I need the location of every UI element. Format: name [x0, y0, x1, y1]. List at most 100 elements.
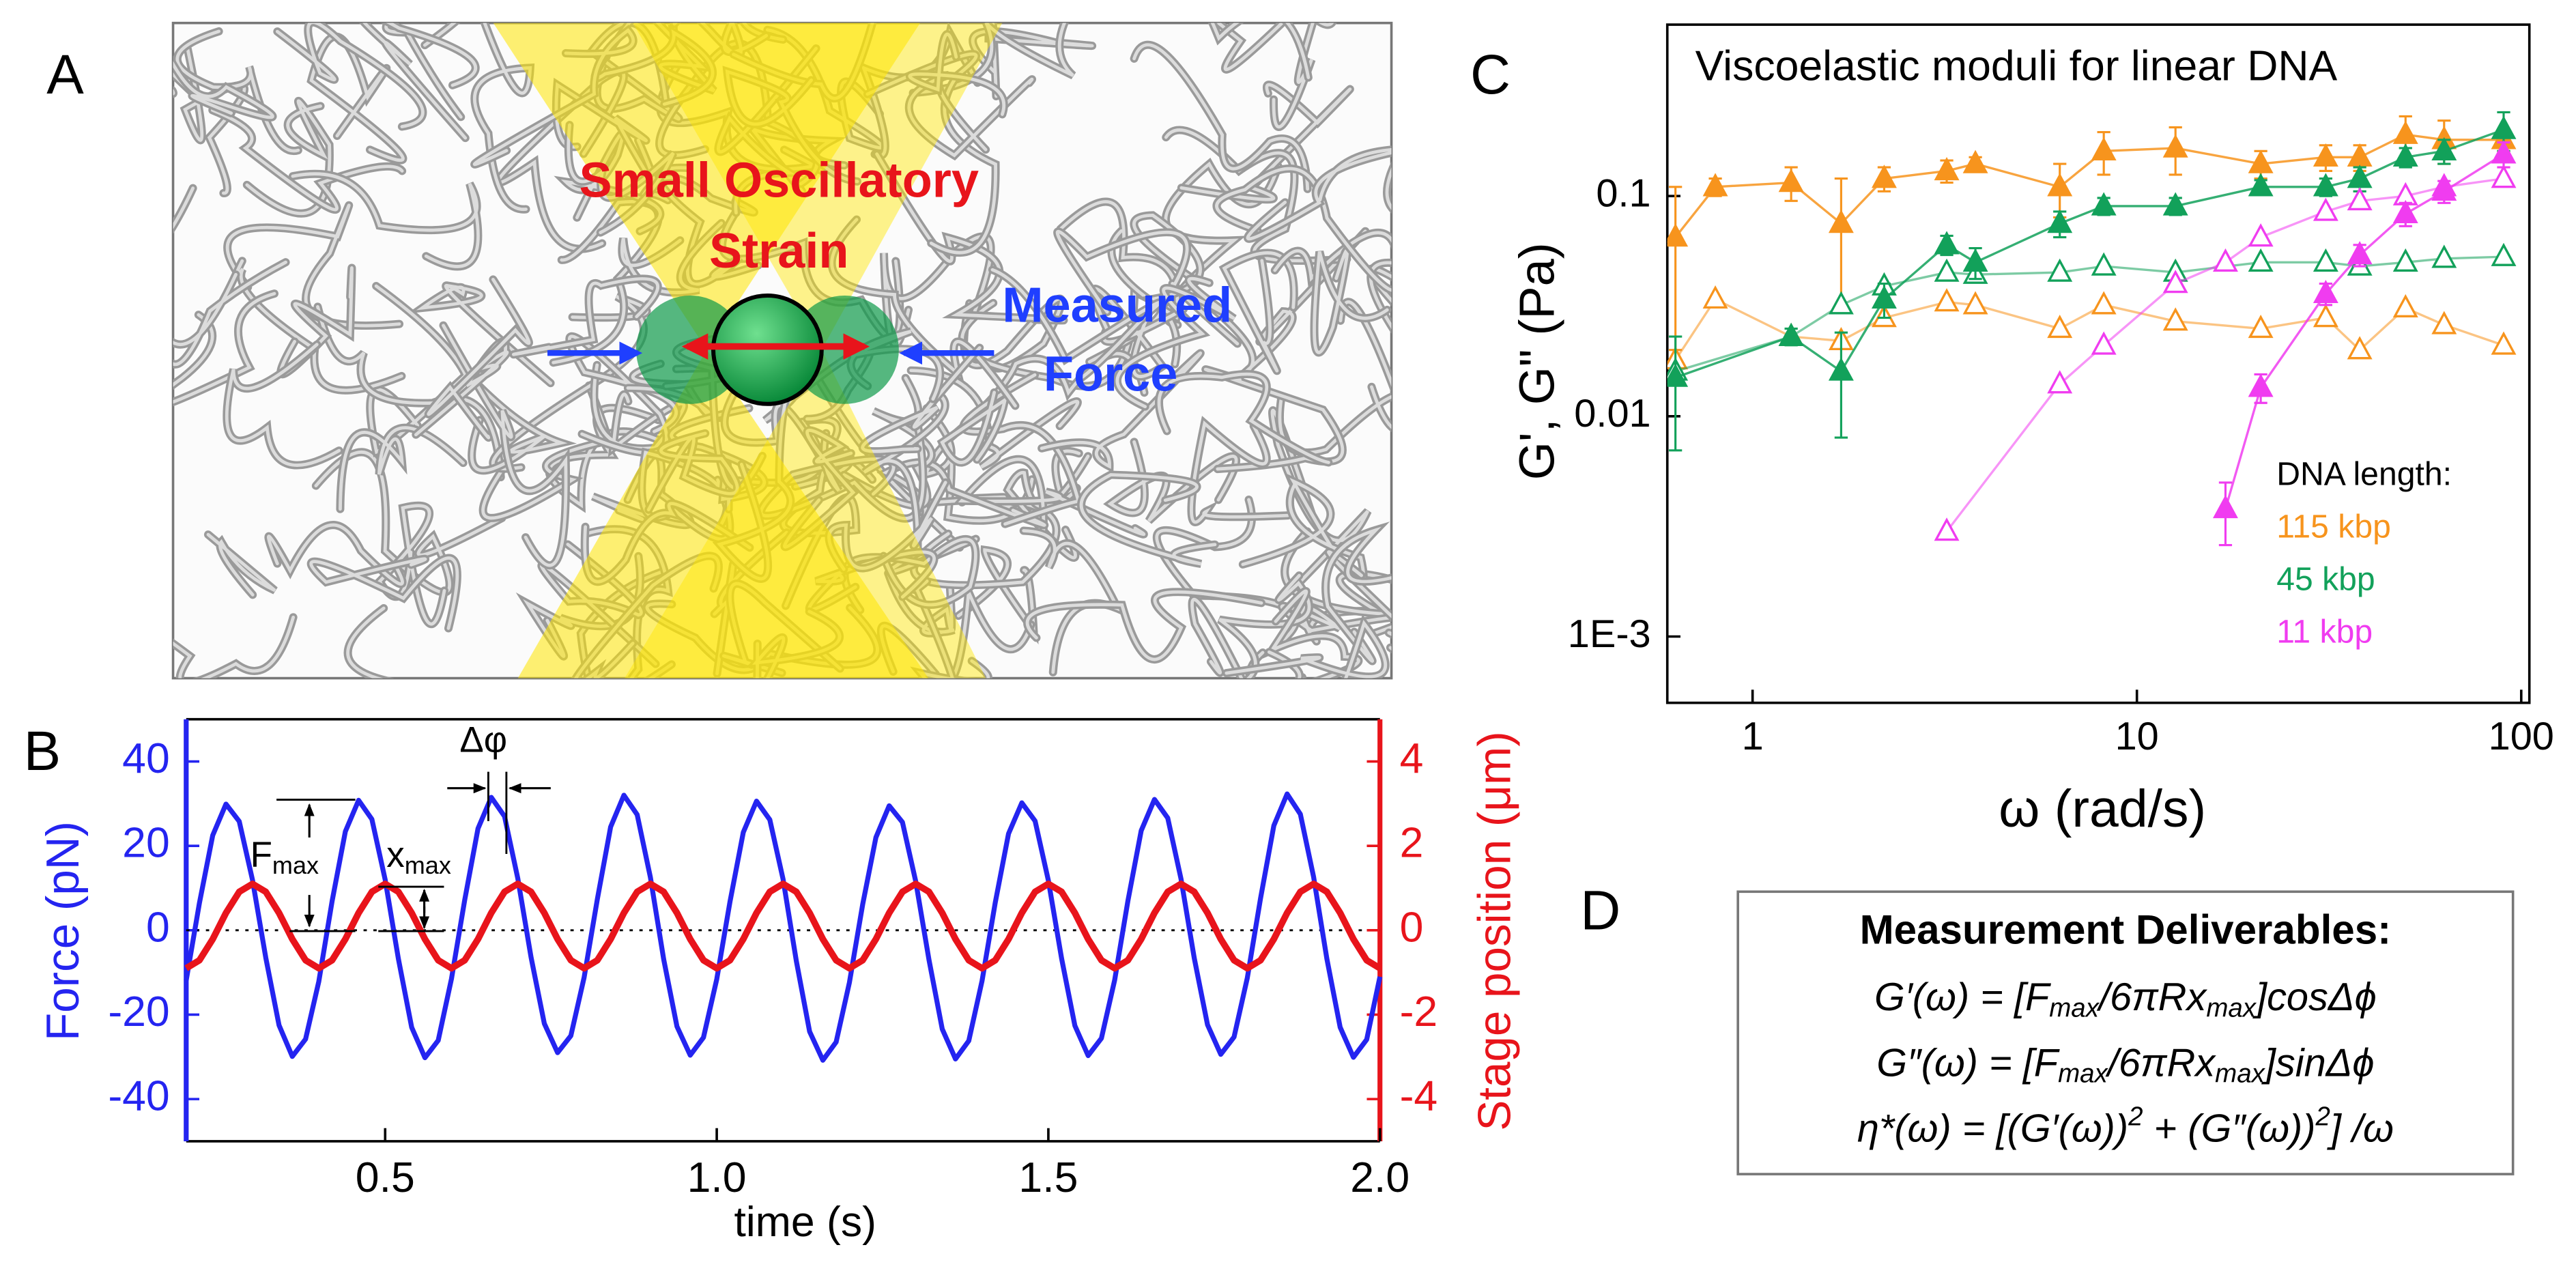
dna-strand-highlight — [1215, 167, 1392, 292]
dna-strand-highlight — [911, 23, 1074, 95]
marker-open — [1702, 285, 1728, 309]
marker-filled — [1934, 231, 1960, 255]
dna-strand-highlight — [865, 52, 997, 255]
marker-open — [2431, 311, 2457, 334]
panel-label: B — [24, 720, 61, 782]
dna-strand-highlight — [1368, 267, 1392, 303]
equation-part: /6πRx — [2105, 1042, 2216, 1085]
equation-part: max — [2215, 1059, 2265, 1089]
legend-entry: 45 kbp — [2276, 560, 2375, 597]
equation-part: max — [2049, 994, 2100, 1023]
dna-strand-highlight — [225, 343, 341, 467]
dna-strand-highlight — [1040, 352, 1203, 470]
x-axis-label: time (s) — [734, 1198, 876, 1246]
equation-part: ]sinΔϕ — [2261, 1042, 2375, 1085]
marker-open — [2347, 336, 2373, 360]
plot-area — [1667, 111, 2517, 547]
plot-frame — [1665, 23, 2531, 704]
marker-open — [2091, 291, 2117, 315]
y-tick-label: 0 — [146, 903, 170, 951]
annotation-subscript: max — [405, 851, 451, 879]
laser-cones — [493, 23, 1003, 679]
force-label: Measured — [1002, 278, 1232, 332]
marker-open — [2313, 197, 2338, 221]
marker-filled — [2392, 143, 2418, 167]
dna-strand — [173, 184, 197, 234]
y-tick-label: 1E-3 — [1568, 612, 1651, 656]
dna-strand-highlight — [309, 556, 459, 630]
dna-strand-highlight — [173, 260, 287, 367]
marker-open — [2091, 331, 2117, 355]
marker-filled — [2162, 134, 2188, 158]
marker-open — [2047, 370, 2073, 394]
equation-part: max — [2206, 994, 2257, 1023]
dna-strand-highlight — [470, 378, 568, 472]
marker-filled — [2047, 173, 2073, 197]
dna-strand-highlight — [173, 89, 175, 96]
marker-filled — [1828, 357, 1854, 381]
marker-open — [2491, 165, 2517, 188]
marker-filled — [2392, 199, 2418, 223]
panel-label: A — [46, 44, 84, 106]
marker-open — [2392, 248, 2418, 272]
deliverables-box — [1736, 890, 2515, 1175]
dna-strand-highlight — [940, 390, 1007, 464]
data-line — [1674, 298, 2504, 361]
equation-part: max — [2058, 1059, 2108, 1089]
laser-cone — [493, 23, 929, 679]
dna-strand-highlight — [245, 99, 332, 216]
marker-open — [2248, 248, 2274, 272]
dna-strand-highlight — [346, 606, 386, 679]
dna-strand — [173, 68, 200, 100]
marker-open — [2047, 315, 2073, 339]
marker-open — [2392, 294, 2418, 318]
dna-strand — [66, 182, 149, 358]
marker-filled — [2162, 192, 2188, 216]
dna-strand-highlight — [827, 481, 947, 571]
dna-strand-highlight — [861, 346, 982, 453]
y-tick-label: 40 — [122, 734, 170, 782]
dna-strand-highlight — [1179, 83, 1352, 201]
equation-part: ]cosΔϕ — [2252, 975, 2377, 1019]
x-axis-label: ω (rad/s) — [1999, 780, 2206, 838]
marker-filled — [1667, 223, 1689, 247]
annotation-text: Δφ — [459, 719, 507, 760]
dna-strand-highlight — [442, 324, 568, 567]
marker-open — [2212, 248, 2238, 272]
marker-filled — [2313, 279, 2338, 304]
marker-filled — [1934, 157, 1960, 181]
marker-filled — [1778, 322, 1804, 346]
equation-part: G″(ω) = [F — [1876, 1042, 2060, 1085]
y2-tick-label: 4 — [1400, 734, 1424, 782]
x-tick-label: 100 — [2489, 715, 2554, 758]
y-tick-label: -20 — [108, 988, 169, 1036]
marker-open — [2047, 258, 2073, 282]
dna-strand-highlight — [1313, 248, 1389, 354]
equation-part: + (G″(ω)) — [2143, 1107, 2316, 1151]
legend-entry: 115 kbp — [2276, 508, 2391, 545]
marker-filled — [1702, 173, 1728, 197]
dna-strand-highlight — [1273, 231, 1392, 330]
marker-open — [1934, 288, 1960, 312]
dna-strand-highlight — [1222, 251, 1296, 373]
marker-filled — [2431, 137, 2457, 161]
marker-open — [2248, 223, 2274, 247]
dna-strand-highlight — [886, 571, 955, 636]
dna-strand-highlight — [267, 523, 404, 586]
y2-tick-label: 0 — [1400, 903, 1424, 951]
dna-strand-highlight — [1022, 529, 1121, 674]
marker-open — [2491, 242, 2517, 266]
equation-part: ] /ω — [2327, 1107, 2394, 1151]
dna-strand-highlight — [1272, 23, 1334, 129]
marker-filled — [1667, 363, 1689, 387]
dna-strand-highlight — [1157, 372, 1330, 464]
dna-strand-highlight — [962, 373, 1081, 526]
marker-filled — [2248, 149, 2274, 173]
panel-label: D — [1580, 880, 1620, 942]
marker-open — [1934, 517, 1960, 541]
marker-filled — [2491, 115, 2517, 139]
marker-filled — [1871, 165, 1897, 188]
dna-strand-highlight — [17, 277, 152, 364]
dna-strand-highlight — [427, 278, 531, 440]
